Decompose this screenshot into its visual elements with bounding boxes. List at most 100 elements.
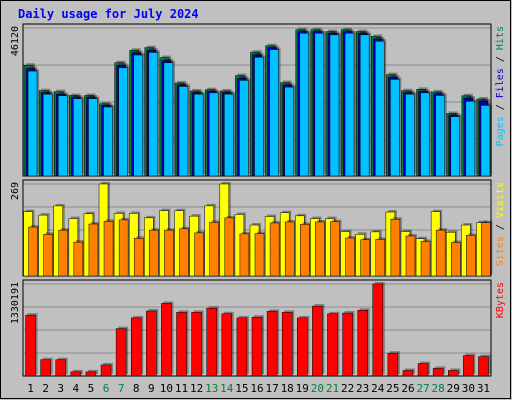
bar-pages-day-24	[375, 40, 385, 177]
x-tick-label-day-13: 13	[205, 382, 218, 395]
x-axis-day-labels: 1 2 3 4 5 6 7 8 9 10 11 12 13 14 15 16 17 18 19 20 21 22 23 24 2…	[27, 382, 490, 395]
legend-visits: Sites / Visits	[495, 182, 506, 266]
bar-pages-day-9	[148, 52, 159, 177]
bar-kbytes-day-17	[266, 311, 278, 377]
chart-legends: Pages / Files / Hits Sites / Visits KBytes	[495, 26, 506, 318]
x-tick-label-day-11: 11	[175, 382, 188, 395]
bar-kbytes-day-23	[357, 310, 368, 377]
bar-kbytes-day-7	[115, 328, 127, 377]
bar-kbytes-day-2	[40, 359, 51, 377]
bar-pages-day-5	[88, 98, 98, 177]
bar-sites-day-19	[300, 224, 310, 277]
x-tick-label-day-20: 20	[311, 382, 324, 395]
bar-pages-day-7	[118, 67, 128, 177]
legend-entry-kbytes: KBytes	[495, 282, 506, 318]
bar-pages-day-31	[480, 105, 491, 177]
bar-sites-day-28	[435, 229, 446, 277]
bar-pages-day-18	[284, 86, 294, 177]
x-tick-label-day-19: 19	[296, 382, 309, 395]
x-tick-label-day-12: 12	[190, 382, 203, 395]
bar-kbytes-day-21	[327, 313, 338, 377]
bar-pages-day-17	[269, 49, 279, 177]
bar-sites-day-15	[239, 233, 250, 277]
x-tick-label-day-17: 17	[265, 382, 278, 395]
bar-kbytes-day-28	[432, 368, 444, 377]
x-tick-label-day-30: 30	[462, 382, 475, 395]
bar-kbytes-day-15	[236, 317, 248, 377]
x-tick-label-day-15: 15	[235, 382, 248, 395]
x-tick-label-day-1: 1	[27, 382, 34, 395]
bar-sites-day-4	[73, 241, 84, 277]
x-tick-label-day-28: 28	[432, 382, 445, 395]
panel-visits: 269	[10, 179, 493, 277]
bar-pages-day-10	[163, 62, 174, 177]
bar-pages-day-2	[42, 93, 53, 177]
x-tick-label-day-9: 9	[148, 382, 155, 395]
bar-pages-day-1	[27, 70, 38, 177]
bar-sites-day-3	[58, 229, 68, 277]
x-tick-label-day-14: 14	[220, 382, 234, 395]
x-tick-label-day-6: 6	[103, 382, 110, 395]
bar-pages-day-8	[133, 54, 143, 177]
bar-sites-day-16	[254, 233, 265, 277]
bar-pages-day-27	[420, 92, 430, 177]
bar-pages-day-20	[314, 32, 325, 177]
bar-kbytes-day-29	[448, 370, 459, 377]
bar-kbytes-day-30	[463, 355, 474, 377]
legend-separator: /	[495, 50, 506, 68]
bar-pages-day-4	[73, 98, 83, 177]
bar-sites-day-21	[330, 221, 340, 277]
bar-pages-day-12	[193, 93, 204, 177]
x-tick-label-day-8: 8	[133, 382, 140, 395]
bar-pages-day-25	[390, 79, 400, 177]
bar-sites-day-9	[149, 229, 159, 277]
x-tick-label-day-29: 29	[447, 382, 460, 395]
bar-sites-day-10	[164, 229, 174, 277]
x-tick-label-day-10: 10	[160, 382, 173, 395]
bar-sites-day-7	[118, 219, 129, 277]
bar-kbytes-day-25	[387, 352, 399, 377]
bar-sites-day-24	[375, 239, 386, 277]
x-tick-label-day-4: 4	[73, 382, 80, 395]
bar-sites-day-1	[28, 226, 38, 277]
bar-sites-day-22	[345, 237, 355, 277]
bar-pages-day-19	[299, 32, 310, 177]
legend-separator: /	[495, 98, 506, 116]
x-tick-label-day-23: 23	[356, 382, 369, 395]
x-tick-label-day-26: 26	[401, 382, 414, 395]
bar-kbytes-day-19	[297, 317, 308, 377]
legend-separator: /	[495, 218, 506, 236]
x-tick-label-day-25: 25	[386, 382, 399, 395]
bar-kbytes-day-18	[281, 312, 293, 377]
chart-panels: 46120 269 1330191	[10, 23, 493, 377]
bar-pages-day-26	[405, 93, 415, 177]
bar-sites-day-13	[209, 222, 219, 277]
bar-kbytes-day-11	[176, 312, 187, 377]
x-tick-label-day-27: 27	[416, 382, 429, 395]
legend-entry-visits: Visits	[495, 182, 506, 218]
bar-sites-day-11	[179, 228, 189, 277]
bar-sites-day-6	[103, 221, 114, 277]
bar-kbytes-day-31	[478, 356, 489, 377]
bar-kbytes-day-8	[130, 317, 142, 377]
bar-pages-day-22	[344, 32, 355, 177]
bar-sites-day-18	[284, 221, 295, 277]
bar-pages-day-16	[254, 57, 264, 177]
x-tick-label-day-24: 24	[371, 382, 385, 395]
legend-entry-sites: Sites	[495, 236, 506, 266]
chart-title: Daily usage for July 2024	[18, 7, 199, 21]
panel-hits-max-label: 46120	[10, 26, 21, 56]
bar-kbytes-day-1	[25, 314, 36, 377]
x-tick-label-day-16: 16	[250, 382, 263, 395]
bar-kbytes-day-27	[417, 363, 429, 377]
bar-sites-day-2	[43, 234, 53, 277]
bar-sites-day-8	[133, 238, 144, 277]
bar-sites-day-17	[269, 222, 280, 277]
panel-kbytes: 1330191	[10, 279, 492, 377]
bar-kbytes-day-24	[372, 283, 384, 377]
legend-entry-hits: Hits	[495, 26, 506, 50]
bar-kbytes-day-13	[206, 307, 217, 377]
x-tick-label-day-5: 5	[88, 382, 95, 395]
bar-pages-day-21	[329, 34, 340, 177]
